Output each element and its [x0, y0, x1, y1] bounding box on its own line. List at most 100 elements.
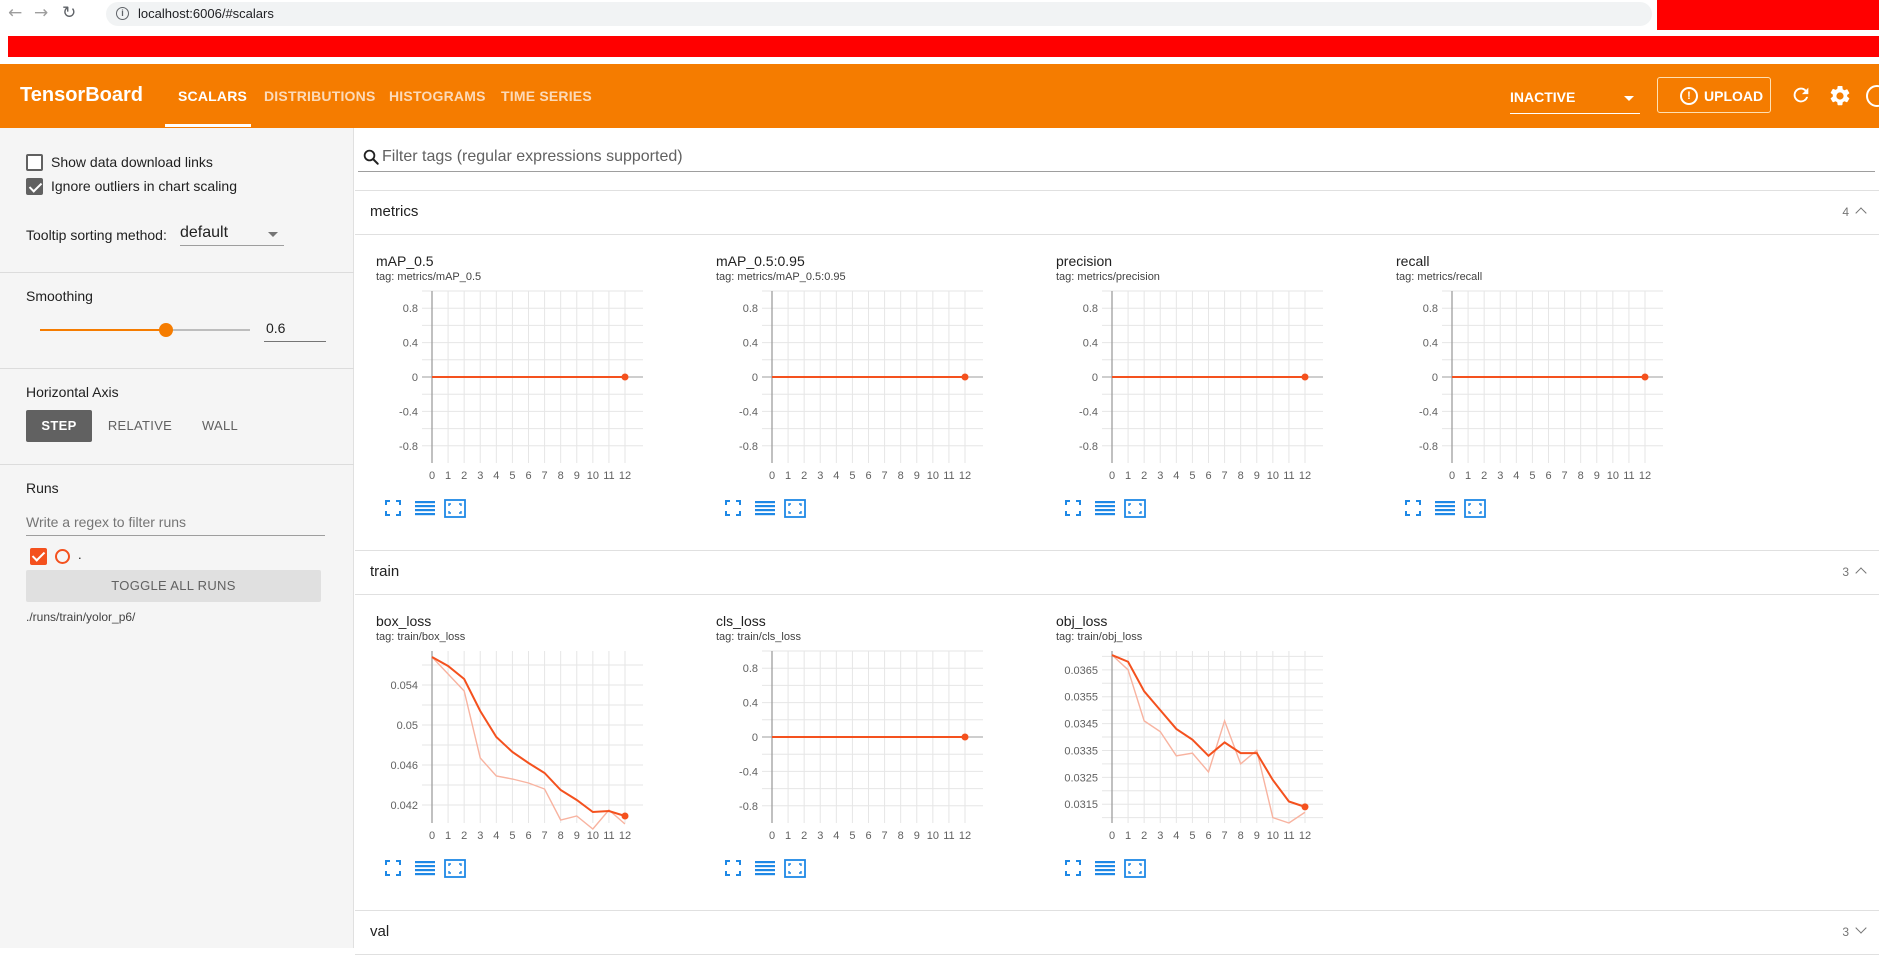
chart-card: precision tag: metrics/precision 0.8 0.4 0 -0… — [1035, 243, 1375, 543]
last-point-marker — [621, 812, 629, 820]
group-header[interactable]: train 3 — [355, 551, 1879, 595]
tooltip-sorting-select[interactable]: default — [180, 222, 284, 246]
chart-plot[interactable]: 0.80.40-0.4-0.80 1 2 3 4 5 6 7 8 9 10 11 12 — [700, 643, 990, 853]
chevron-up-icon[interactable] — [1855, 567, 1867, 579]
chart-tag: tag: metrics/recall — [1396, 271, 1483, 283]
runs-filter-placeholder: Write a regex to filter runs — [26, 514, 187, 530]
x-tick-label: 5 — [509, 470, 515, 482]
url-text[interactable]: localhost:6006/#scalars — [138, 6, 274, 21]
help-icon[interactable] — [1866, 85, 1879, 107]
list-icon[interactable] — [414, 499, 436, 517]
y-tick-label: -0.4 — [1419, 406, 1438, 418]
x-tick-label: 5 — [1529, 470, 1535, 482]
fit-domain-icon[interactable] — [1124, 499, 1146, 519]
chart-plot[interactable]: 0.80.40-0.4-0.80 1 2 3 4 5 6 7 8 9 10 11 12 — [700, 283, 990, 493]
y-tick-label: 0.8 — [743, 303, 758, 315]
group-header[interactable]: metrics 4 — [355, 191, 1879, 235]
run-name: . — [78, 547, 82, 562]
toggle-all-runs-button[interactable]: TOGGLE ALL RUNS — [26, 570, 321, 602]
smoothing-slider-thumb[interactable] — [159, 323, 173, 337]
list-icon[interactable] — [414, 859, 436, 877]
chevron-down-icon[interactable] — [1855, 922, 1867, 934]
tag-filter-input[interactable]: Filter tags (regular expressions support… — [358, 146, 1875, 172]
y-tick-label: 0.8 — [1083, 303, 1098, 315]
fit-domain-icon[interactable] — [1124, 859, 1146, 879]
fullscreen-icon[interactable] — [724, 499, 742, 517]
axis-wall-button[interactable]: WALL — [201, 418, 239, 433]
axis-relative-button[interactable]: RELATIVE — [107, 418, 173, 433]
x-tick-label: 3 — [817, 830, 823, 842]
chart-plot[interactable]: 0.80.40-0.4-0.80 1 2 3 4 5 6 7 8 9 10 11 12 — [360, 283, 650, 493]
chart-plot[interactable]: 0.80.40-0.4-0.80 1 2 3 4 5 6 7 8 9 10 11 12 — [1040, 283, 1330, 493]
fit-domain-icon[interactable] — [1464, 499, 1486, 519]
ignore-outliers-checkbox[interactable] — [26, 178, 43, 195]
group-header[interactable]: val 3 — [355, 911, 1879, 955]
group-train: train 3 box_loss tag: train/box_loss 0.054… — [355, 550, 1879, 910]
fit-domain-icon[interactable] — [444, 859, 466, 879]
runs-filter-input[interactable]: Write a regex to filter runs — [26, 510, 325, 536]
tab-scalars[interactable]: SCALARS — [178, 88, 248, 104]
ignore-outliers-label[interactable]: Ignore outliers in chart scaling — [51, 178, 237, 194]
list-icon[interactable] — [1094, 499, 1116, 517]
reload-icon[interactable] — [1790, 84, 1812, 106]
chart-plot[interactable]: 0.80.40-0.4-0.80 1 2 3 4 5 6 7 8 9 10 11 12 — [1380, 283, 1670, 493]
y-tick-label: -0.8 — [1079, 441, 1098, 453]
x-tick-label: 6 — [1545, 470, 1551, 482]
x-tick-label: 11 — [603, 470, 614, 482]
x-tick-label: 3 — [477, 470, 483, 482]
chart-title: box_loss — [376, 613, 432, 629]
fit-domain-icon[interactable] — [784, 859, 806, 879]
x-tick-label: 2 — [461, 470, 467, 482]
upload-button[interactable]: ! UPLOAD — [1657, 77, 1771, 113]
x-tick-label: 3 — [1157, 830, 1163, 842]
smoothing-input[interactable]: 0.6 — [264, 318, 326, 342]
x-tick-label: 9 — [574, 470, 580, 482]
smoothing-slider[interactable] — [40, 323, 250, 337]
tab-histograms[interactable]: HISTOGRAMS — [389, 88, 486, 104]
x-tick-label: 8 — [558, 470, 564, 482]
tab-time-series[interactable]: TIME SERIES — [501, 88, 592, 104]
x-tick-label: 0 — [769, 470, 775, 482]
chart-toolbar — [384, 499, 474, 521]
x-tick-label: 11 — [1283, 830, 1294, 842]
list-icon[interactable] — [1434, 499, 1456, 517]
fullscreen-icon[interactable] — [724, 859, 742, 877]
series-line — [431, 656, 626, 817]
browser-reload-icon[interactable]: ↻ — [62, 3, 77, 23]
x-tick-label: 6 — [865, 830, 871, 842]
y-tick-label: -0.8 — [739, 441, 758, 453]
plugin-select[interactable]: INACTIVE — [1510, 84, 1640, 114]
axis-step-button[interactable]: STEP — [26, 410, 92, 442]
fit-domain-icon[interactable] — [444, 499, 466, 519]
fullscreen-icon[interactable] — [1404, 499, 1422, 517]
tab-distributions[interactable]: DISTRIBUTIONS — [264, 88, 376, 104]
site-info-icon[interactable]: i — [116, 7, 129, 20]
show-download-links-checkbox[interactable] — [26, 154, 43, 171]
list-icon[interactable] — [1094, 859, 1116, 877]
list-icon[interactable] — [754, 499, 776, 517]
chart-toolbar — [724, 499, 814, 521]
fullscreen-icon[interactable] — [1064, 859, 1082, 877]
address-bar[interactable]: i localhost:6006/#scalars ☆ — [106, 2, 1743, 26]
x-tick-label: 10 — [1267, 470, 1279, 482]
x-tick-label: 4 — [1513, 470, 1519, 482]
forward-arrow-icon[interactable]: → — [34, 3, 49, 23]
fullscreen-icon[interactable] — [1064, 499, 1082, 517]
x-tick-label: 0 — [1109, 470, 1115, 482]
y-tick-label: -0.4 — [739, 766, 758, 778]
run-checkbox[interactable] — [30, 548, 47, 565]
run-color-swatch[interactable] — [55, 549, 70, 564]
group-count: 3 — [1842, 925, 1849, 939]
fit-domain-icon[interactable] — [784, 499, 806, 519]
fullscreen-icon[interactable] — [384, 859, 402, 877]
fullscreen-icon[interactable] — [384, 499, 402, 517]
x-tick-label: 10 — [1267, 830, 1279, 842]
gear-icon[interactable] — [1828, 84, 1852, 108]
back-arrow-icon[interactable]: ← — [8, 3, 23, 23]
chevron-up-icon[interactable] — [1855, 207, 1867, 219]
list-icon[interactable] — [754, 859, 776, 877]
show-download-links-label[interactable]: Show data download links — [51, 154, 213, 170]
caret-down-icon — [268, 232, 278, 237]
